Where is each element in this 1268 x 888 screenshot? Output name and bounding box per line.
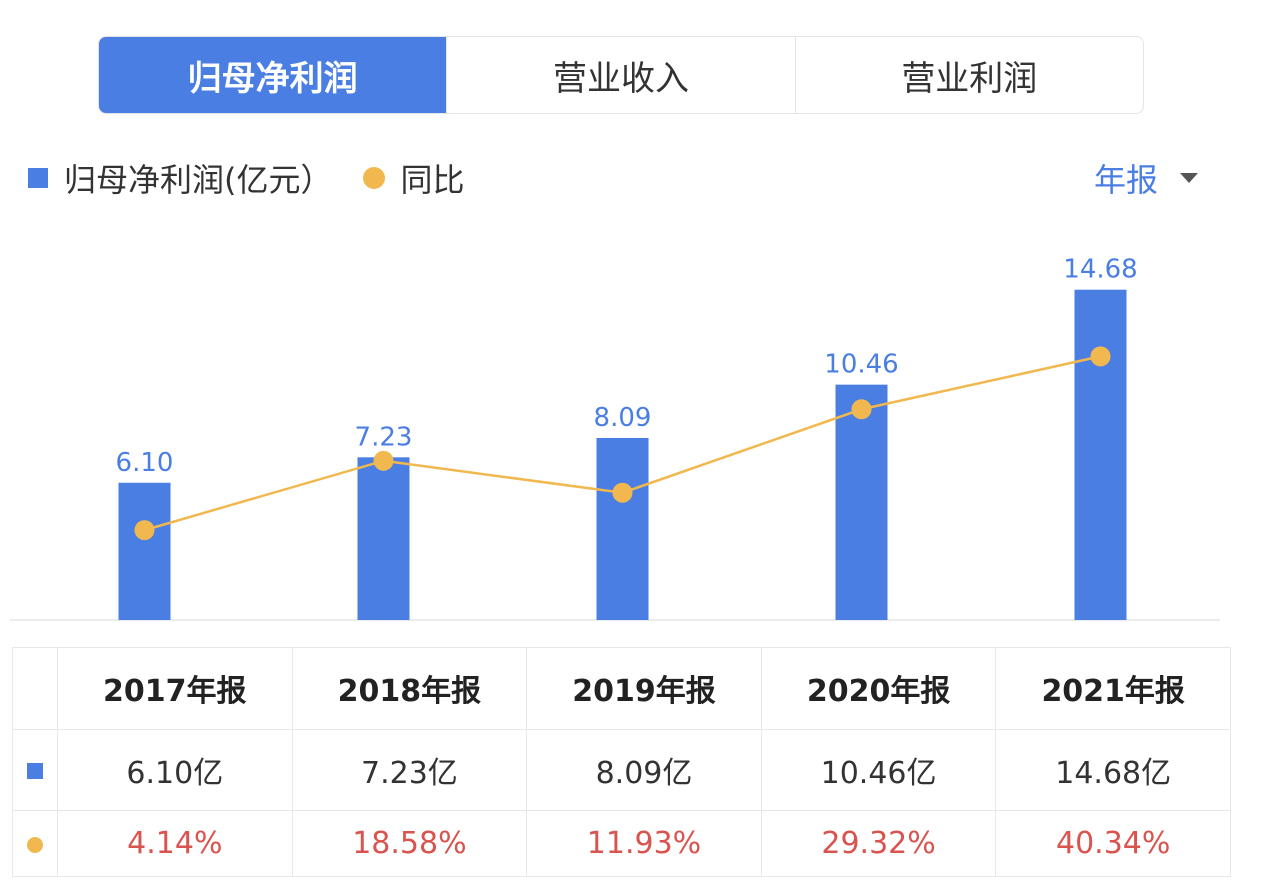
chevron-down-icon xyxy=(1180,173,1198,183)
table-cell-yoy: 4.14% xyxy=(57,810,293,877)
bar-value-label: 6.10 xyxy=(116,448,174,478)
table-cell-value: 8.09亿 xyxy=(526,728,762,812)
bar-series-marker-cell xyxy=(12,728,58,812)
table-header-year: 2019年报 xyxy=(526,647,762,730)
table-cell-yoy: 18.58% xyxy=(291,810,528,877)
bar-value-label: 7.23 xyxy=(355,422,413,452)
table-cell-yoy: 11.93% xyxy=(526,810,762,877)
period-dropdown[interactable]: 年报 xyxy=(1094,154,1198,202)
table-cell-value: 14.68亿 xyxy=(995,728,1231,812)
tab-bar: 归母净利润 营业收入 营业利润 xyxy=(98,36,1144,114)
bar-value-label: 10.46 xyxy=(824,350,898,380)
bar-value-label: 8.09 xyxy=(594,403,652,433)
yoy-point xyxy=(134,520,155,541)
bar-value-label: 14.68 xyxy=(1063,255,1137,285)
yoy-point xyxy=(612,482,633,503)
table-header-year: 2021年报 xyxy=(995,647,1231,730)
table-row-values: 6.10亿 7.23亿 8.09亿 10.46亿 14.68亿 xyxy=(12,728,1231,812)
bar xyxy=(118,482,171,620)
table-cell-value: 6.10亿 xyxy=(57,728,293,812)
table-row-years: 2017年报 2018年报 2019年报 2020年报 2021年报 xyxy=(12,647,1231,730)
bar-series-marker-icon xyxy=(27,763,43,780)
data-table: 2017年报 2018年报 2019年报 2020年报 2021年报 6.10亿… xyxy=(12,647,1231,877)
chart-legend: 归母净利润(亿元） 同比 xyxy=(28,154,465,202)
line-series-marker-icon xyxy=(27,837,43,854)
tab-operating-profit[interactable]: 营业利润 xyxy=(794,37,1143,113)
table-header-year: 2018年报 xyxy=(291,647,528,730)
bar xyxy=(835,384,888,620)
net-profit-chart: 6.10 7.23 8.09 10.46 14.68 xyxy=(10,255,1220,621)
table-cell-value: 7.23亿 xyxy=(291,728,528,812)
table-cell-value: 10.46亿 xyxy=(760,728,997,812)
line-legend-marker xyxy=(362,167,385,189)
table-corner-cell xyxy=(12,647,58,730)
line-legend-label: 同比 xyxy=(400,161,465,199)
bar-legend-marker xyxy=(28,168,48,188)
tab-revenue[interactable]: 营业收入 xyxy=(446,37,794,113)
bar xyxy=(596,437,649,620)
table-row-yoy: 4.14% 18.58% 11.93% 29.32% 40.34% xyxy=(12,810,1231,877)
table-cell-yoy: 29.32% xyxy=(760,810,997,877)
period-dropdown-label: 年报 xyxy=(1093,161,1158,199)
table-header-year: 2017年报 xyxy=(57,647,293,730)
yoy-point xyxy=(1090,346,1111,367)
tab-net-profit[interactable]: 归母净利润 xyxy=(99,37,447,113)
bar xyxy=(357,457,410,620)
bar xyxy=(1074,289,1127,620)
bar-legend-label: 归母净利润(亿元） xyxy=(64,161,333,199)
table-header-year: 2020年报 xyxy=(760,647,997,730)
yoy-point xyxy=(851,399,872,420)
yoy-point xyxy=(373,450,394,471)
line-series-marker-cell xyxy=(12,810,58,877)
table-cell-yoy: 40.34% xyxy=(995,810,1231,877)
